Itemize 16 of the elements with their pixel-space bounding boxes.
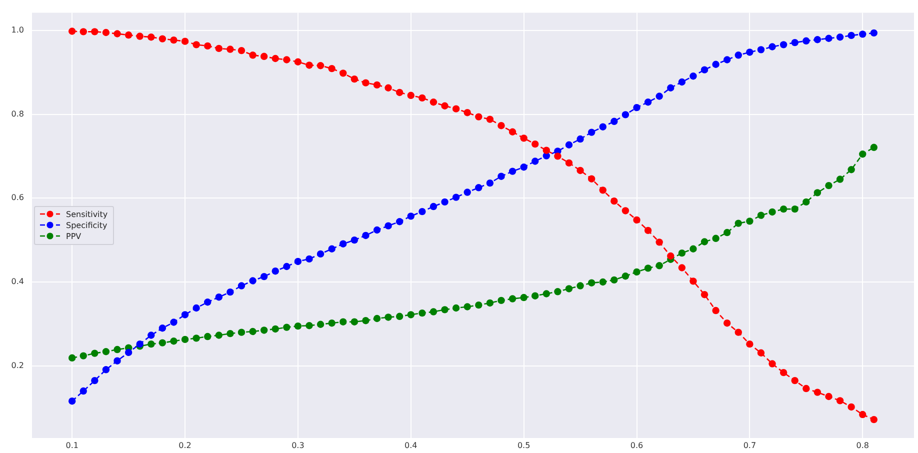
x-tick-label: 0.2 bbox=[178, 440, 192, 450]
legend-label: Sensitivity bbox=[66, 208, 108, 220]
y-tick-label: 1.0 bbox=[11, 25, 24, 34]
x-tick-label: 0.8 bbox=[856, 440, 869, 450]
x-tick-label: 0.3 bbox=[292, 440, 304, 450]
x-tick-label: 0.6 bbox=[630, 440, 644, 450]
x-tick-label: 0.4 bbox=[404, 440, 418, 450]
x-tick-label: 0.7 bbox=[743, 440, 756, 450]
x-tick-label: 0.5 bbox=[517, 440, 530, 450]
x-tick-label: 0.1 bbox=[66, 440, 78, 450]
y-tick-label: 0.6 bbox=[11, 193, 24, 202]
y-tick-label: 0.2 bbox=[11, 360, 24, 370]
y-tick-label: 0.8 bbox=[11, 109, 24, 118]
legend-label: PPV bbox=[66, 230, 82, 242]
legend-label: Specificity bbox=[66, 220, 108, 231]
y-tick-label: 0.4 bbox=[11, 277, 24, 286]
